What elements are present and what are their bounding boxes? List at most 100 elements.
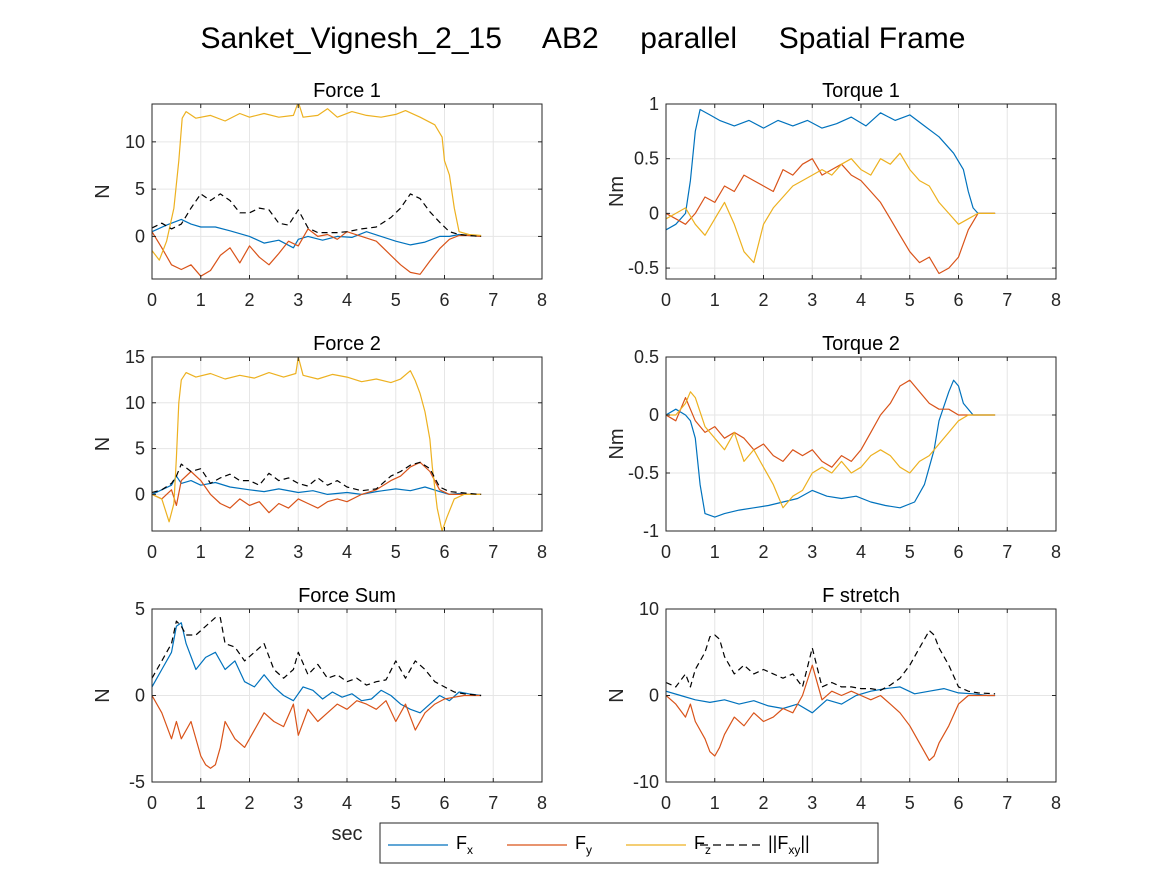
y-tick-label: 0 xyxy=(135,226,145,246)
series-line-fz xyxy=(666,391,996,509)
subplot-title: Force Sum xyxy=(298,585,396,607)
x-tick-label: 2 xyxy=(758,542,768,562)
y-tick-label: -5 xyxy=(129,772,145,792)
series-line-fx xyxy=(152,218,482,249)
y-tick-label: 10 xyxy=(639,599,659,619)
series-group xyxy=(152,357,482,531)
x-tick-label: 7 xyxy=(488,542,498,562)
x-tick-label: 4 xyxy=(342,542,352,562)
y-tick-label: 5 xyxy=(135,599,145,619)
x-tick-label: 6 xyxy=(439,793,449,813)
series-line-fz xyxy=(152,104,482,261)
x-tick-label: 8 xyxy=(537,542,547,562)
y-tick-label: 10 xyxy=(125,132,145,152)
legend-label: ||Fxy|| xyxy=(768,833,810,857)
x-tick-label: 2 xyxy=(244,793,254,813)
y-axis-label: N xyxy=(92,184,114,198)
y-tick-label: -0.5 xyxy=(628,258,659,278)
subplot-title: Torque 1 xyxy=(822,80,900,102)
series-line-fy xyxy=(666,379,996,468)
subplot-title: Force 2 xyxy=(313,333,381,355)
x-tick-label: 3 xyxy=(293,542,303,562)
x-tick-label: 5 xyxy=(391,542,401,562)
x-tick-label: 8 xyxy=(1051,793,1061,813)
series-line-fx xyxy=(666,108,996,231)
y-tick-label: 0 xyxy=(135,686,145,706)
legend-label: Fy xyxy=(575,833,592,857)
subplot-3: 0 1 2 3 4 5 6 7 8 0 5 10 15 Force 2 N xyxy=(92,333,547,562)
x-tick-label: 0 xyxy=(147,290,157,310)
y-tick-label: -0.5 xyxy=(628,463,659,483)
y-axis-label: N xyxy=(92,688,114,702)
legend-item-fy: Fy xyxy=(507,833,592,857)
subplot-title: Force 1 xyxy=(313,80,381,102)
x-tick-label: 5 xyxy=(905,542,915,562)
series-group xyxy=(152,617,482,769)
x-tick-label: 6 xyxy=(439,290,449,310)
x-tick-label: 4 xyxy=(342,290,352,310)
y-tick-label: 0.5 xyxy=(634,347,659,367)
x-tick-label: 7 xyxy=(488,290,498,310)
series-line-fy xyxy=(152,461,482,514)
y-tick-label: 0 xyxy=(649,686,659,706)
x-tick-label: 1 xyxy=(196,542,206,562)
legend-label: Fx xyxy=(456,833,473,857)
x-tick-label: 6 xyxy=(439,542,449,562)
y-tick-label: -10 xyxy=(633,772,659,792)
series-line-fx xyxy=(666,379,996,518)
y-axis-label: Nm xyxy=(606,428,628,459)
series-group xyxy=(666,108,996,275)
figure-title: Sanket_Vignesh_2_15 AB2 parallel Spatial… xyxy=(201,22,966,55)
x-tick-label: 8 xyxy=(537,793,547,813)
x-tick-label: 2 xyxy=(244,290,254,310)
series-line-fxy xyxy=(666,630,996,695)
x-tick-label: 8 xyxy=(537,290,547,310)
y-axis-label: Nm xyxy=(606,176,628,207)
x-tick-label: 4 xyxy=(856,290,866,310)
x-tick-label: 2 xyxy=(758,290,768,310)
x-tick-label: 2 xyxy=(758,793,768,813)
series-line-fx xyxy=(666,686,996,714)
legend-label: Fz xyxy=(694,833,711,857)
series-line-fz xyxy=(666,152,996,264)
y-tick-label: 5 xyxy=(135,179,145,199)
x-tick-label: 4 xyxy=(342,793,352,813)
x-tick-label: 1 xyxy=(196,793,206,813)
series-line-fxy xyxy=(152,193,482,237)
x-tick-label: 5 xyxy=(391,793,401,813)
x-tick-label: 3 xyxy=(807,542,817,562)
y-axis-label: N xyxy=(92,437,114,451)
y-axis-label: N xyxy=(606,688,628,702)
x-tick-label: 1 xyxy=(196,290,206,310)
series-line-fxy xyxy=(152,461,482,495)
series-line-fy xyxy=(152,228,482,277)
x-tick-label: 7 xyxy=(1002,793,1012,813)
x-tick-label: 3 xyxy=(293,290,303,310)
x-tick-label: 6 xyxy=(953,542,963,562)
x-tick-label: 7 xyxy=(1002,542,1012,562)
legend: Fx Fy Fz ||Fxy|| xyxy=(379,822,879,864)
x-tick-label: 6 xyxy=(953,793,963,813)
y-tick-label: 0.5 xyxy=(634,149,659,169)
x-tick-label: 7 xyxy=(488,793,498,813)
legend-item-fz: Fz xyxy=(626,833,711,857)
series-line-fy xyxy=(152,694,482,769)
y-tick-label: 1 xyxy=(649,94,659,114)
x-tick-label: 1 xyxy=(710,793,720,813)
x-tick-label: 6 xyxy=(953,290,963,310)
x-tick-label: 0 xyxy=(147,542,157,562)
x-tick-label: 3 xyxy=(807,290,817,310)
x-tick-label: 5 xyxy=(391,290,401,310)
series-line-fz xyxy=(152,357,482,531)
x-axis-label-left: sec xyxy=(331,823,362,845)
x-tick-label: 1 xyxy=(710,542,720,562)
x-tick-label: 8 xyxy=(1051,290,1061,310)
x-tick-label: 0 xyxy=(661,793,671,813)
x-tick-label: 3 xyxy=(807,793,817,813)
series-group xyxy=(666,630,996,761)
series-group xyxy=(666,379,996,518)
